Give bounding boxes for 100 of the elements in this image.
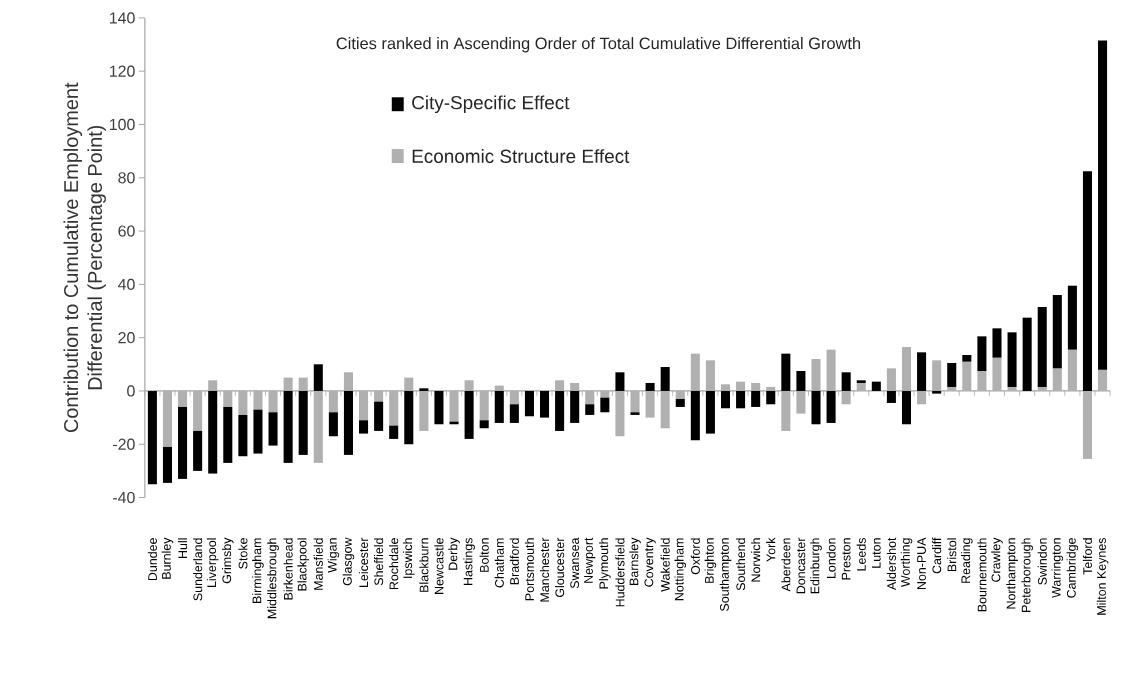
y-tick-label: 20	[118, 332, 135, 344]
y-tick-label: 100	[110, 119, 135, 131]
x-tick-label: Cambridge	[1066, 538, 1079, 598]
y-tick-label: 0	[127, 385, 135, 397]
x-tick-label: Hull	[177, 538, 188, 559]
x-tick-label: Leicester	[358, 537, 369, 588]
x-tick-label: Aldershot	[886, 537, 896, 591]
x-tick-label: Glasgow	[342, 537, 355, 586]
bar	[313, 364, 323, 392]
bar	[464, 391, 474, 440]
bar	[147, 391, 157, 485]
y-tick-label: 120	[110, 65, 135, 78]
bar	[374, 401, 384, 432]
x-tick-label: Brighton	[704, 538, 717, 584]
bar	[917, 352, 927, 392]
x-tick-label: Sunderland	[193, 538, 203, 601]
x-tick-label: Northampton	[1006, 538, 1018, 609]
x-tick-label: Plymouth	[599, 538, 611, 589]
bar	[223, 407, 233, 464]
bar	[660, 367, 670, 392]
bar	[675, 399, 685, 408]
bar	[343, 391, 353, 456]
legend-label: City-Specific Effect	[412, 95, 570, 114]
x-tick-label: Oxford	[690, 538, 700, 575]
bar	[826, 391, 836, 424]
bar	[555, 391, 565, 432]
x-tick-label: Norwich	[751, 538, 761, 582]
bar	[1082, 171, 1092, 392]
x-tick-label: Stoke	[238, 538, 248, 569]
bar	[600, 397, 610, 413]
x-tick-label: Aberdeen	[781, 538, 791, 592]
x-tick-label: London	[826, 538, 836, 579]
x-tick-label: Grimsby	[221, 537, 234, 584]
bar	[630, 412, 640, 416]
x-tick-label: Derby	[448, 537, 460, 570]
x-tick-label: Portsmouth	[524, 538, 535, 601]
bar	[962, 355, 972, 362]
bar	[796, 371, 806, 392]
x-tick-label: Luton	[871, 538, 881, 568]
bar	[1022, 317, 1032, 392]
x-tick-label: Southampton	[719, 538, 732, 612]
y-tick-label: 140	[110, 12, 135, 24]
bar	[645, 383, 655, 392]
x-tick-label: Bournemouth	[977, 538, 987, 612]
bar	[208, 391, 218, 474]
x-tick-label: Ipswich	[402, 538, 415, 579]
bar	[856, 380, 866, 384]
y-tick-label: 40	[118, 278, 135, 291]
x-tick-label: Birkenhead	[283, 538, 293, 600]
bar	[690, 391, 700, 441]
x-tick-label: Southend	[736, 538, 746, 591]
x-tick-label: Dundee	[147, 538, 157, 581]
bar	[193, 431, 203, 472]
bar	[238, 415, 248, 457]
x-tick-label: Blackpool	[297, 538, 309, 591]
legend-label: Economic Structure Effect	[412, 149, 630, 164]
x-tick-label: Burnley	[161, 537, 174, 579]
bar	[389, 425, 399, 440]
bar	[947, 363, 957, 388]
bar	[268, 412, 278, 446]
bar	[283, 391, 293, 464]
bar	[359, 420, 369, 434]
bar	[404, 391, 414, 445]
bar	[751, 391, 761, 408]
x-tick-label: Cardiff	[932, 537, 942, 574]
x-tick-label: Blackburn	[419, 538, 429, 593]
x-tick-label: Warrington	[1051, 538, 1064, 599]
y-tick-label: -40	[113, 492, 135, 504]
x-tick-label: Milton Keynes	[1096, 538, 1109, 615]
x-tick-label: Swindon	[1037, 538, 1047, 585]
x-tick-label: Preston	[841, 538, 851, 580]
x-tick-label: Doncaster	[796, 537, 806, 594]
bar	[977, 336, 987, 372]
x-tick-label: Non-PUA	[917, 537, 926, 590]
x-tick-label: Worthing	[900, 538, 913, 588]
bar	[162, 447, 172, 484]
bar	[615, 372, 625, 392]
bar	[901, 391, 912, 425]
x-tick-label: Barnsley	[629, 537, 641, 586]
x-tick-label: Telford	[1082, 538, 1093, 575]
y-tick-label: 80	[118, 172, 135, 184]
x-tick-label: Crawley	[991, 537, 1003, 583]
y-tick-label: 60	[118, 225, 135, 237]
bar	[509, 404, 519, 424]
x-tick-label: Liverpool	[206, 538, 219, 588]
bar	[766, 391, 776, 405]
x-tick-label: Mansfield	[313, 538, 323, 590]
bar	[1052, 295, 1062, 369]
bar	[992, 328, 1002, 358]
bar	[328, 412, 338, 437]
x-tick-label: Bradford	[509, 538, 519, 585]
bar	[494, 391, 504, 424]
x-tick-label: Rochdale	[389, 538, 399, 590]
bar	[1067, 285, 1077, 350]
x-tick-label: Gloucester	[555, 537, 565, 598]
x-tick-label: Swansea	[570, 537, 580, 589]
x-tick-label: Wigan	[327, 538, 340, 573]
x-tick-label: Chatham	[494, 538, 504, 588]
bar	[932, 391, 942, 394]
x-tick-label: Bolton	[479, 538, 489, 572]
